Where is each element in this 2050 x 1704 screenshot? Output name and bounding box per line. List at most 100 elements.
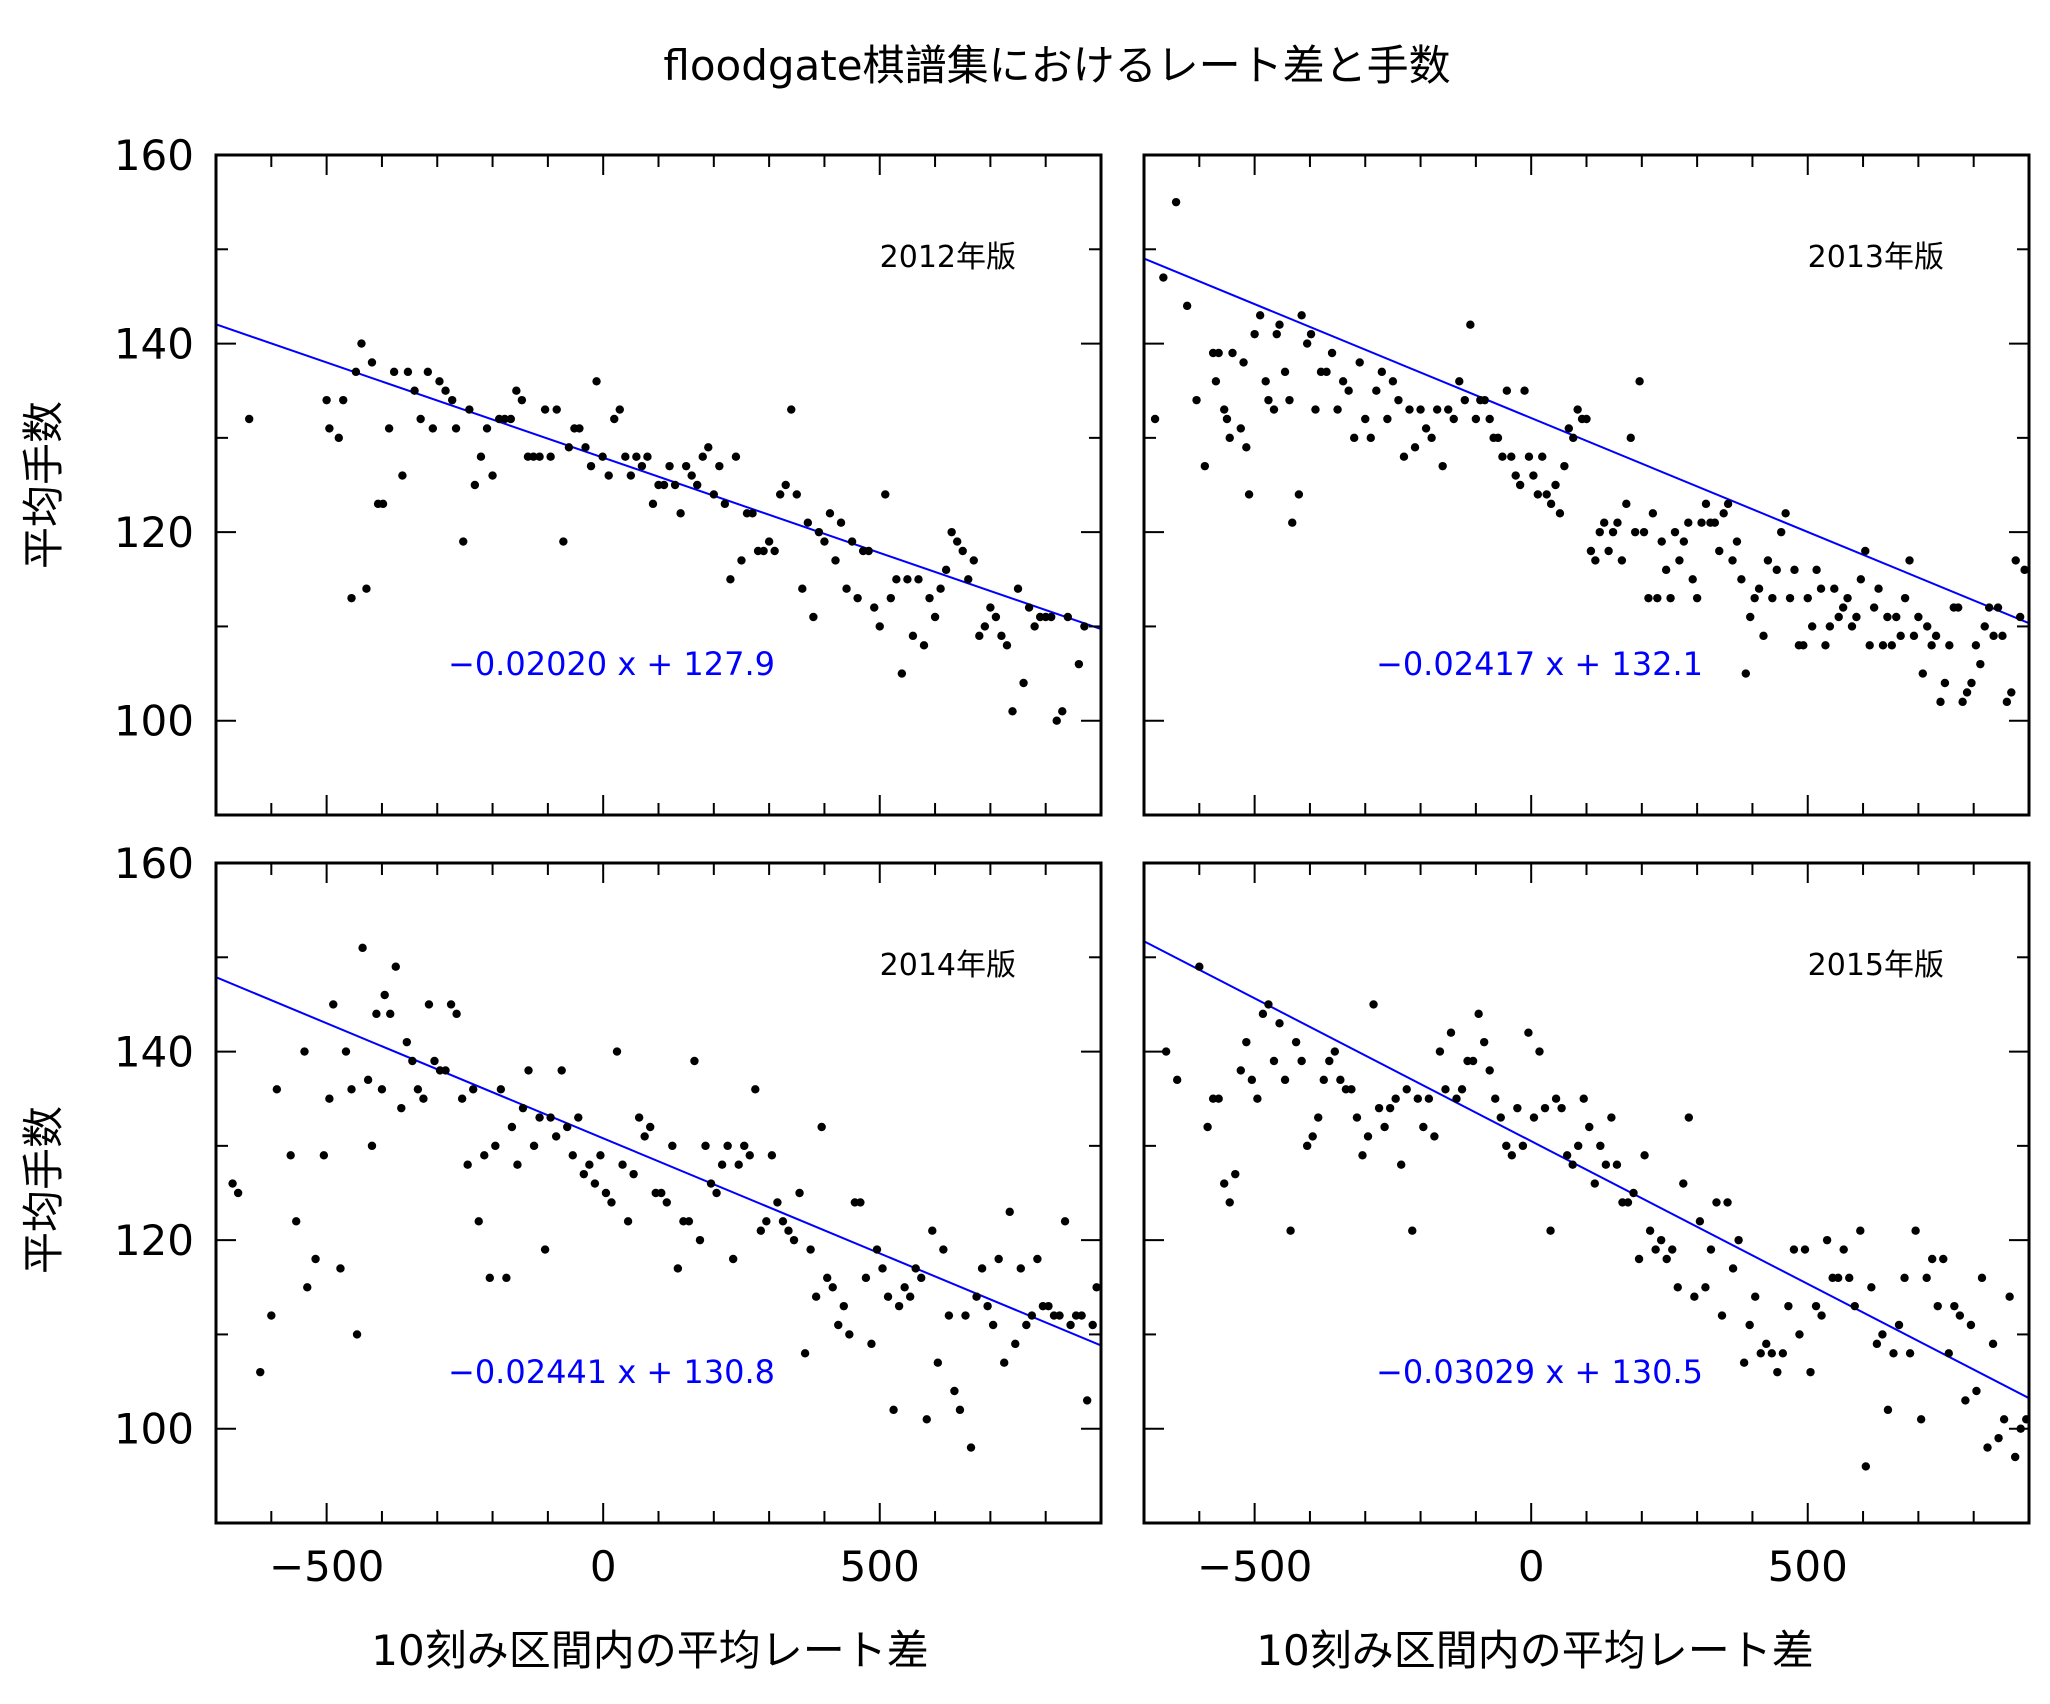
data-point [969,556,978,565]
data-point [715,461,724,471]
data-point [919,641,929,650]
data-point [1452,1094,1461,1103]
data-point [1728,556,1737,565]
data-point [1883,1405,1893,1415]
data-point [626,471,636,480]
data-point [1763,556,1773,565]
data-point [1402,1085,1411,1094]
data-point [1336,1075,1345,1085]
data-point [704,443,713,452]
data-point [1239,358,1248,367]
data-point [506,414,516,424]
data-point [1623,1198,1633,1207]
data-point [1767,1349,1776,1358]
data-point [870,603,879,612]
data-point [1338,377,1348,386]
data-point [1847,622,1857,631]
data-point [1502,1141,1511,1151]
data-point [452,1009,461,1019]
data-point [529,452,538,461]
data-point [546,452,555,461]
data-point [803,518,813,527]
data-point [1852,612,1861,622]
data-point [997,631,1006,641]
data-point [435,377,444,386]
data-point [1922,1273,1931,1283]
data-point [1220,1179,1229,1188]
data-point [447,395,457,405]
data-point [1955,1311,1965,1320]
data-point [482,424,492,433]
data-point [1349,433,1359,443]
data-point [1645,1226,1655,1235]
panel-label: 2012年版 [880,240,1016,275]
data-point [820,537,829,546]
data-point [1285,395,1294,405]
y-tick-label: 140 [114,1028,194,1077]
data-point [1905,556,1914,565]
data-point [469,1085,478,1094]
data-point [1192,395,1201,405]
data-point [372,1009,381,1019]
data-point [670,480,680,490]
data-point [1011,1339,1020,1349]
data-point [1648,509,1658,518]
data-point [991,612,1001,622]
data-point [2005,1292,2014,1301]
data-point [864,546,873,556]
data-point [1626,433,1635,443]
data-point [389,367,399,377]
fit-equation-label: −0.02441 x + 130.8 [448,1353,775,1391]
data-point [1479,1037,1489,1047]
data-point [1861,1462,1871,1471]
data-point [914,575,923,584]
data-point [1850,1301,1859,1311]
data-point [513,1160,522,1169]
data-point [917,1273,926,1283]
data-point [1781,509,1790,518]
data-point [1361,414,1370,424]
data-point [1883,612,1892,622]
scatter-points [228,943,1101,1452]
data-point [1778,1349,1788,1358]
fit-line [1144,940,2029,1400]
data-point [1679,1179,1688,1188]
data-point [1928,1254,1937,1264]
y-tick-label: 100 [114,1405,194,1454]
data-point [1408,1226,1417,1235]
data-point [347,1085,356,1094]
data-point [1586,546,1596,556]
data-point [731,452,741,461]
data-point [1630,527,1640,537]
data-point [1843,593,1852,603]
data-point [1275,320,1284,329]
data-point [615,405,624,414]
data-point [341,1047,351,1056]
data-point [939,1245,948,1254]
data-point [717,1160,727,1169]
data-point [1933,1301,1942,1311]
data-point [775,490,785,499]
data-point [1604,546,1613,556]
data-point [1741,669,1751,678]
data-point [410,386,419,395]
data-point [883,1292,893,1301]
data-point [1750,593,1759,603]
panel-label: 2013年版 [1808,240,1944,275]
data-point [564,443,574,452]
data-point [1745,1320,1754,1330]
data-point [618,1160,627,1169]
data-point [325,424,334,433]
data-point [842,584,851,593]
data-point [2020,565,2029,575]
data-point [1255,311,1265,320]
data-point [1000,1358,1009,1367]
data-point [928,1226,937,1235]
data-point [1701,1283,1710,1292]
data-point [1261,377,1270,386]
data-point [1325,1056,1334,1066]
data-point [1872,1339,1882,1349]
panel-2: 100 120 140 160 −500 0 500 2014年版 −0.02441 x + 1… [114,839,1103,1591]
data-point [1538,452,1547,461]
